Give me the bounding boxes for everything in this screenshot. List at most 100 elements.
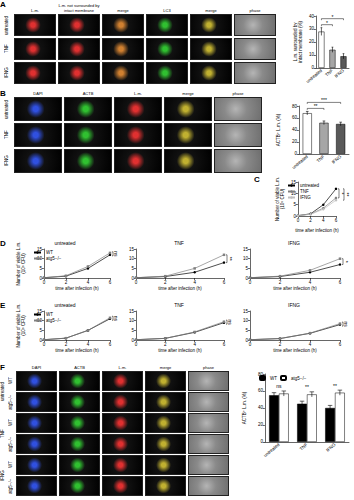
svg-text:40: 40 — [292, 127, 298, 132]
svg-text:4: 4 — [309, 280, 312, 285]
svg-text:untreated: untreated — [54, 302, 75, 308]
svg-text:TNF: TNF — [299, 442, 309, 452]
svg-text:10: 10 — [129, 318, 135, 323]
svg-text:4: 4 — [193, 280, 196, 285]
svg-text:IFNG: IFNG — [331, 154, 343, 165]
svg-text:(10⁵ CFU): (10⁵ CFU) — [21, 315, 26, 336]
svg-text:4: 4 — [322, 218, 325, 223]
svg-text:10: 10 — [243, 318, 249, 323]
svg-text:4: 4 — [309, 342, 312, 347]
svg-text:10: 10 — [309, 52, 315, 57]
svg-text:0: 0 — [297, 218, 300, 223]
svg-text:10: 10 — [243, 256, 249, 261]
svg-text:6: 6 — [109, 342, 112, 347]
svg-text:0: 0 — [135, 280, 138, 285]
svg-text:untreated: untreated — [305, 68, 323, 84]
svg-text:TNF: TNF — [316, 154, 326, 164]
svg-text:ns: ns — [227, 320, 233, 326]
svg-text:IFNG: IFNG — [325, 442, 337, 453]
svg-text:30: 30 — [309, 26, 315, 31]
svg-text:20: 20 — [292, 139, 298, 144]
svg-text:atg5−/−: atg5−/− — [46, 318, 62, 323]
svg-text:2: 2 — [65, 342, 68, 347]
svg-text:**: ** — [333, 383, 337, 389]
svg-text:15: 15 — [243, 309, 249, 314]
svg-text:5: 5 — [131, 328, 134, 333]
svg-text:**: ** — [344, 193, 350, 197]
svg-text:15: 15 — [37, 247, 43, 252]
svg-text:(10⁵ CFU): (10⁵ CFU) — [280, 188, 285, 209]
svg-text:15: 15 — [129, 309, 135, 314]
svg-text:2: 2 — [309, 218, 312, 223]
svg-text:*: * — [343, 261, 349, 263]
svg-text:time after infection (h): time after infection (h) — [158, 286, 202, 291]
svg-text:intact membrane (%): intact membrane (%) — [298, 21, 303, 63]
svg-text:(10⁵ CFU): (10⁵ CFU) — [21, 253, 26, 274]
svg-text:10: 10 — [129, 256, 135, 261]
svg-text:0: 0 — [311, 65, 314, 70]
svg-text:WT: WT — [270, 376, 277, 381]
svg-text:2: 2 — [279, 342, 282, 347]
svg-text:60: 60 — [258, 388, 264, 393]
svg-text:15: 15 — [37, 309, 43, 314]
svg-text:0: 0 — [249, 342, 252, 347]
svg-text:0: 0 — [43, 280, 46, 285]
svg-text:IFNG: IFNG — [334, 68, 346, 79]
svg-text:ACTB⁺ L.m. (%): ACTB⁺ L.m. (%) — [276, 113, 281, 146]
svg-text:atg5−/−: atg5−/− — [46, 256, 62, 261]
svg-text:TNF: TNF — [174, 240, 184, 246]
svg-text:**: ** — [227, 257, 233, 261]
svg-text:ns: ns — [113, 316, 119, 322]
svg-text:6: 6 — [109, 280, 112, 285]
svg-text:time after infection (h): time after infection (h) — [55, 286, 99, 291]
svg-text:2: 2 — [164, 342, 167, 347]
svg-text:4: 4 — [87, 342, 90, 347]
svg-text:60: 60 — [292, 115, 298, 120]
svg-text:2: 2 — [279, 280, 282, 285]
svg-text:WT: WT — [46, 312, 53, 317]
svg-text:untreated: untreated — [263, 442, 281, 458]
svg-text:***: *** — [321, 97, 327, 103]
svg-text:0: 0 — [249, 280, 252, 285]
svg-text:4: 4 — [87, 280, 90, 285]
svg-text:**: ** — [305, 384, 309, 390]
svg-text:ns: ns — [113, 251, 119, 257]
svg-text:80: 80 — [292, 104, 298, 109]
svg-text:IFNG: IFNG — [288, 302, 300, 308]
svg-text:5: 5 — [293, 202, 296, 207]
svg-text:0: 0 — [294, 151, 297, 156]
svg-text:5: 5 — [39, 328, 42, 333]
svg-text:TNF: TNF — [324, 68, 334, 78]
svg-text:15: 15 — [243, 247, 249, 252]
svg-text:6: 6 — [223, 342, 226, 347]
svg-text:0: 0 — [43, 342, 46, 347]
svg-text:20: 20 — [258, 422, 264, 427]
svg-text:0: 0 — [135, 342, 138, 347]
svg-text:time after infection (h): time after infection (h) — [273, 286, 317, 291]
svg-text:ACTB⁺ L.m. (%): ACTB⁺ L.m. (%) — [242, 391, 247, 424]
svg-text:TNF: TNF — [300, 189, 309, 194]
svg-text:5: 5 — [39, 266, 42, 271]
svg-text:TNF: TNF — [174, 302, 184, 308]
svg-text:IFNG: IFNG — [300, 195, 311, 200]
svg-text:6: 6 — [335, 218, 338, 223]
svg-text:time after infection (h): time after infection (h) — [273, 348, 317, 353]
svg-text:2: 2 — [164, 280, 167, 285]
svg-text:0: 0 — [260, 439, 263, 444]
svg-text:4: 4 — [193, 342, 196, 347]
svg-text:**: ** — [314, 103, 318, 109]
svg-text:time after infection (h): time after infection (h) — [55, 348, 99, 353]
svg-text:IFNG: IFNG — [288, 240, 300, 246]
svg-text:time after infection (h): time after infection (h) — [295, 228, 339, 233]
svg-text:40: 40 — [258, 405, 264, 410]
svg-text:5: 5 — [245, 328, 248, 333]
svg-text:WT: WT — [46, 250, 53, 255]
svg-text:ns: ns — [276, 383, 282, 389]
svg-text:untreated: untreated — [54, 240, 75, 246]
svg-text:20: 20 — [309, 39, 315, 44]
svg-text:untreated: untreated — [300, 183, 320, 188]
svg-text:15: 15 — [291, 180, 297, 185]
svg-text:40: 40 — [309, 14, 315, 19]
svg-text:2: 2 — [65, 280, 68, 285]
svg-text:untreated: untreated — [291, 154, 309, 170]
